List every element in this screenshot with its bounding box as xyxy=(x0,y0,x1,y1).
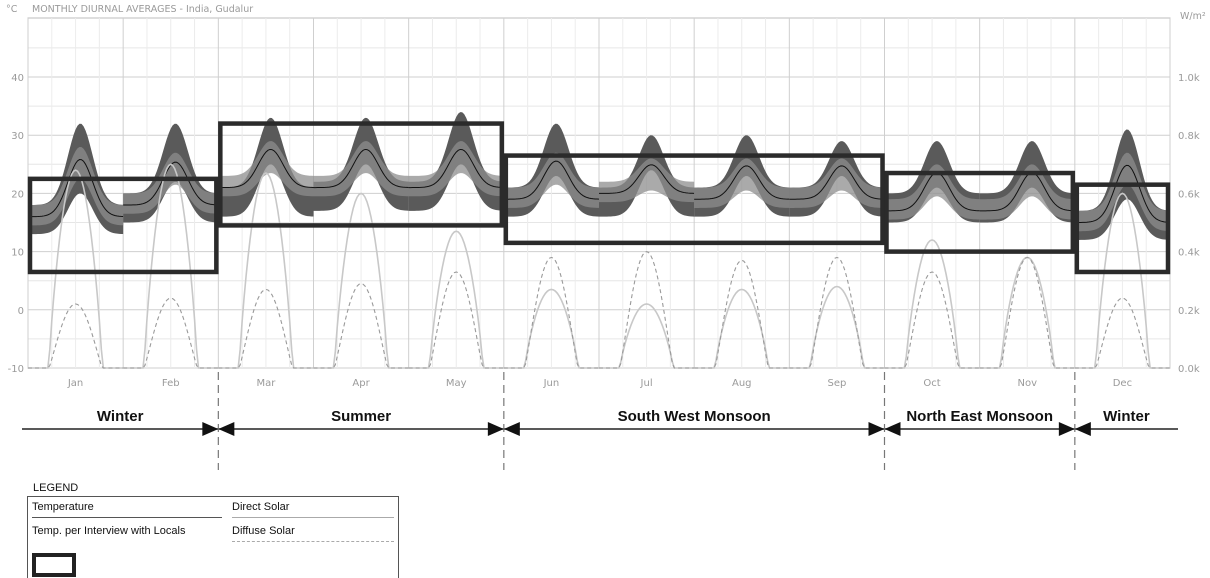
y-tick-left: -10 xyxy=(8,364,24,375)
legend-temperature-line xyxy=(32,517,222,518)
y-tick-right: 0.8k xyxy=(1178,131,1200,142)
temp-mean-line-may xyxy=(408,148,504,189)
temp-mean-line-oct xyxy=(884,172,980,212)
diurnal-chart: °C MONTHLY DIURNAL AVERAGES - India, Gud… xyxy=(6,4,1206,470)
diffuse-solar-curve-jul xyxy=(599,250,695,369)
x-tick-mar: Mar xyxy=(256,378,276,389)
season-label-0: Winter xyxy=(97,408,144,425)
temp-mean-line-jan xyxy=(27,159,124,218)
diffuse-solar-curve-apr xyxy=(313,283,409,369)
season-label-2: South West Monsoon xyxy=(618,408,771,425)
temp-band-inner-may xyxy=(408,141,504,197)
y-tick-right: 0.0k xyxy=(1178,364,1200,375)
diffuse-solar-curve-oct xyxy=(884,271,980,369)
diffuse-solar-curve-dec xyxy=(1074,297,1170,369)
season-label-4: Winter xyxy=(1103,408,1150,425)
legend: LEGEND Temperature Direct Solar Temp. pe… xyxy=(27,482,399,578)
x-tick-aug: Aug xyxy=(732,378,752,389)
temp-band-inner-jan xyxy=(28,146,124,226)
legend-interview-swatch xyxy=(32,553,76,577)
temp-band-inner-jun xyxy=(503,152,599,208)
interview-box-1 xyxy=(218,121,505,228)
axis-labels: -10 0 10 20 30 40 0.0k 0.2k 0.4k 0.6k 0.8k 1.0k Jan F… xyxy=(8,73,1200,389)
solar-curves xyxy=(28,163,1170,369)
interview-box-3 xyxy=(884,170,1076,254)
temp-band-inner-oct xyxy=(884,164,980,220)
legend-interview: Temp. per Interview with Locals xyxy=(32,525,186,537)
chart-title: MONTHLY DIURNAL AVERAGES - India, Gudalu… xyxy=(32,4,253,15)
unit-left-label: °C xyxy=(6,4,18,15)
y-tick-right: 0.2k xyxy=(1178,306,1200,317)
season-label-3: North East Monsoon xyxy=(906,408,1053,425)
y-tick-left: 30 xyxy=(11,131,24,142)
x-tick-jul: Jul xyxy=(640,378,653,389)
temp-mean-line-jun xyxy=(503,160,600,200)
temp-band-inner-nov xyxy=(979,164,1075,220)
temp-mean-line-dec xyxy=(1074,164,1171,223)
y-tick-right: 0.4k xyxy=(1178,248,1200,259)
temp-band-inner-mar xyxy=(218,141,314,197)
diffuse-solar-curve-jun xyxy=(503,256,599,369)
arrowhead-left-0 xyxy=(218,422,235,436)
x-tick-dec: Dec xyxy=(1113,378,1132,389)
y-tick-right: 0.6k xyxy=(1178,189,1200,200)
diffuse-solar-curve-aug xyxy=(694,259,790,369)
y-tick-right: 1.0k xyxy=(1178,73,1200,84)
x-tick-jan: Jan xyxy=(67,378,83,389)
x-tick-may: May xyxy=(446,378,467,389)
arrowhead-left-3 xyxy=(1074,422,1091,436)
y-tick-left: 20 xyxy=(11,189,24,200)
temp-band-inner-aug xyxy=(694,158,790,208)
arrowhead-right-0 xyxy=(202,422,219,436)
x-tick-feb: Feb xyxy=(162,378,180,389)
diffuse-solar-curve-sep xyxy=(789,256,885,369)
unit-right-label: W/m² xyxy=(1180,11,1206,22)
arrowhead-left-2 xyxy=(884,422,901,436)
temp-mean-line-jul xyxy=(598,164,695,194)
temp-mean-line-mar xyxy=(218,148,314,189)
arrowhead-left-1 xyxy=(503,422,520,436)
legend-temperature: Temperature xyxy=(32,501,94,513)
temp-band-inner-feb xyxy=(123,152,219,214)
temp-mean-line-sep xyxy=(789,165,885,200)
x-tick-nov: Nov xyxy=(1017,378,1037,389)
legend-diffuse-solar: Diffuse Solar xyxy=(232,525,295,537)
arrowhead-right-1 xyxy=(487,422,504,436)
interview-box-4 xyxy=(1074,182,1171,275)
diffuse-solar-curve-feb xyxy=(123,297,219,369)
legend-title: LEGEND xyxy=(33,482,79,494)
x-tick-jun: Jun xyxy=(543,378,560,389)
diffuse-solar-curve-may xyxy=(408,271,504,369)
temp-mean-line-apr xyxy=(313,148,409,189)
temp-band-inner-sep xyxy=(789,158,885,208)
legend-box: Temperature Direct Solar Temp. per Inter… xyxy=(27,496,399,578)
y-tick-left: 0 xyxy=(18,306,24,317)
arrowhead-right-3 xyxy=(1058,422,1075,436)
legend-direct-solar: Direct Solar xyxy=(232,501,290,513)
y-tick-left: 40 xyxy=(11,73,24,84)
diffuse-solar-curve-nov xyxy=(979,256,1075,369)
legend-diffuse-solar-line xyxy=(232,541,394,542)
temp-band-inner-dec xyxy=(1074,152,1170,232)
interview-box-2 xyxy=(503,153,885,246)
temperature-band xyxy=(27,112,1171,240)
legend-direct-solar-line xyxy=(232,517,394,518)
temp-mean-line-aug xyxy=(694,165,790,200)
x-tick-apr: Apr xyxy=(352,378,370,389)
season-label-1: Summer xyxy=(331,408,391,425)
x-tick-sep: Sep xyxy=(827,378,846,389)
interview-box-0 xyxy=(27,176,219,275)
temp-band-inner-apr xyxy=(313,141,409,197)
diffuse-solar-curve-mar xyxy=(218,288,314,369)
interview-boxes xyxy=(27,121,1171,275)
x-tick-oct: Oct xyxy=(923,378,940,389)
diffuse-solar-curve-jan xyxy=(28,303,124,369)
temp-mean-line-nov xyxy=(979,172,1075,212)
y-tick-left: 10 xyxy=(11,248,24,259)
arrowhead-right-2 xyxy=(868,422,885,436)
season-timeline: Winter Summer South West Monsoon North East… xyxy=(22,372,1178,470)
